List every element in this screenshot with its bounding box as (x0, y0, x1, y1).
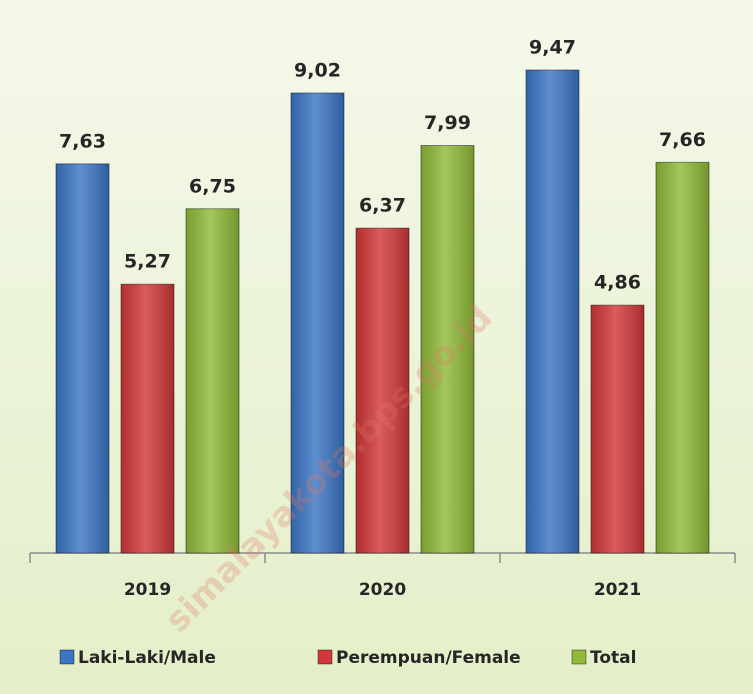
bar (525, 69, 580, 554)
bar (55, 163, 110, 554)
bar (590, 304, 645, 554)
value-label: 9,02 (294, 59, 341, 81)
value-label: 9,47 (529, 37, 576, 59)
x-tick-label: 2019 (124, 580, 171, 600)
value-label: 7,99 (424, 112, 471, 134)
value-label: 5,27 (124, 251, 171, 273)
value-label: 4,86 (594, 272, 641, 294)
value-label: 6,75 (189, 175, 236, 197)
bar (185, 208, 240, 554)
bar (120, 283, 175, 554)
x-tick-label: 2020 (359, 580, 406, 600)
legend-swatch (571, 649, 587, 665)
value-label: 6,37 (359, 195, 406, 217)
legend-label: Laki-Laki/Male (78, 648, 216, 668)
value-label: 7,63 (59, 130, 106, 152)
legend-swatch (317, 649, 333, 665)
legend-label: Total (590, 648, 636, 668)
bar (655, 161, 710, 554)
legend-label: Perempuan/Female (336, 648, 521, 668)
value-label: 7,66 (659, 129, 706, 151)
legend-swatch (59, 649, 75, 665)
x-tick-label: 2021 (594, 580, 641, 600)
